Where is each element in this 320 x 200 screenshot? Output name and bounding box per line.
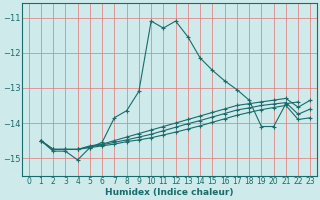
X-axis label: Humidex (Indice chaleur): Humidex (Indice chaleur)	[105, 188, 234, 197]
